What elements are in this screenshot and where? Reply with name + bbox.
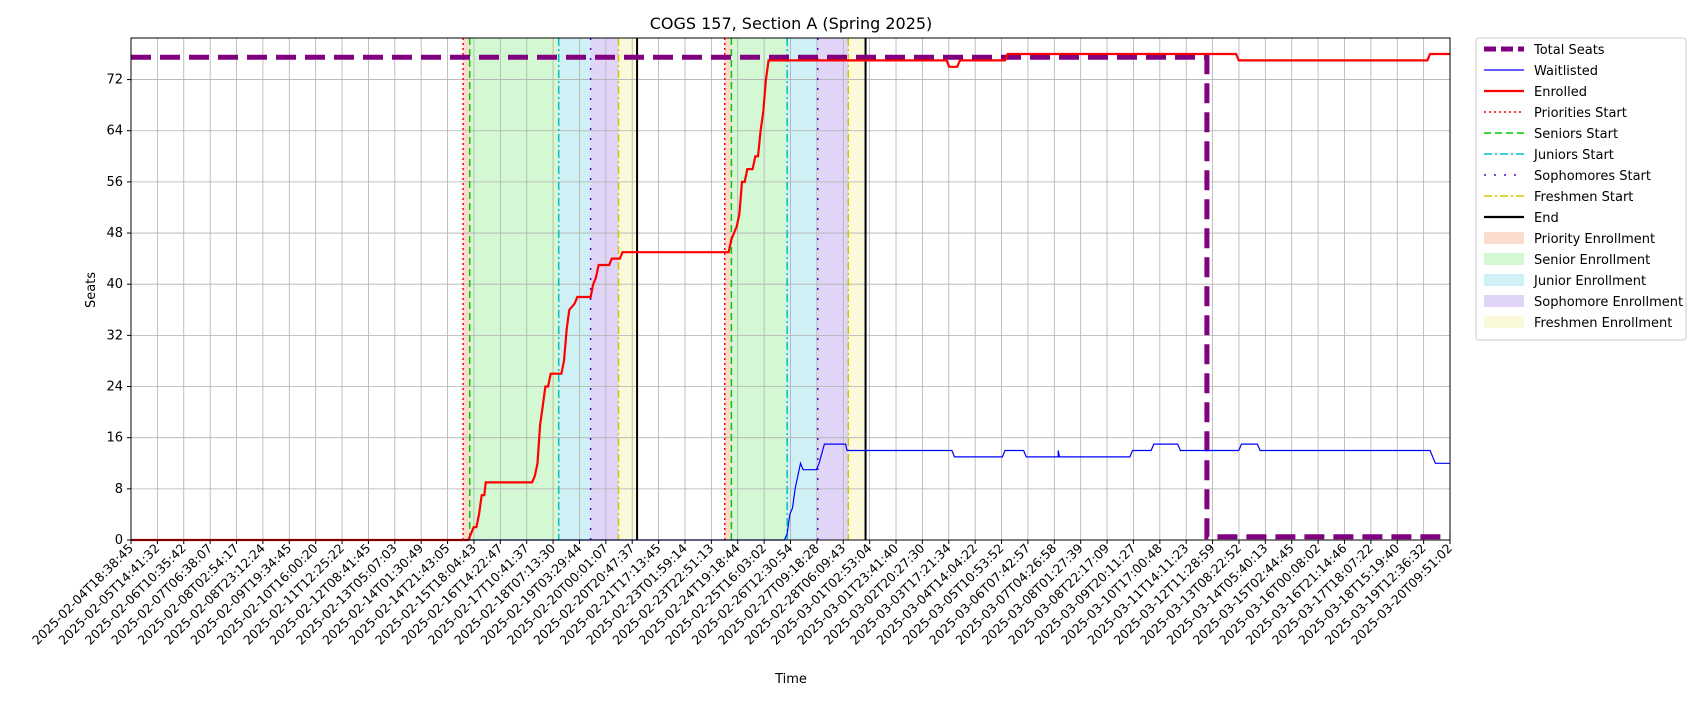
y-tick-label: 40 — [106, 277, 123, 292]
y-tick-label: 0 — [115, 533, 123, 548]
legend-label-junior-enrollment: Junior Enrollment — [1533, 274, 1646, 289]
phase-band-freshmen-enrollment — [848, 38, 866, 540]
legend-swatch-senior-enrollment — [1484, 253, 1524, 265]
legend-label-total-seats: Total Seats — [1533, 43, 1605, 58]
legend-label-freshmen-start: Freshmen Start — [1534, 190, 1633, 205]
y-tick-label: 64 — [106, 124, 123, 139]
legend-label-freshmen-enrollment: Freshmen Enrollment — [1534, 316, 1672, 331]
y-tick-label: 48 — [106, 226, 123, 241]
phase-band-sophomore-enrollment — [590, 38, 619, 540]
series-enrolled — [131, 52, 1450, 542]
phase-band-priority-enrollment — [724, 38, 732, 540]
legend-label-seniors-start: Seniors Start — [1534, 127, 1618, 142]
legend-swatch-priority-enrollment — [1484, 232, 1524, 244]
chart-title: COGS 157, Section A (Spring 2025) — [650, 14, 933, 33]
phase-band-junior-enrollment — [558, 38, 591, 540]
phase-band-freshmen-enrollment — [618, 38, 638, 540]
legend-label-sophomore-enrollment: Sophomore Enrollment — [1534, 295, 1683, 310]
series-waitlisted — [131, 443, 1450, 541]
legend-label-enrolled: Enrolled — [1534, 85, 1587, 100]
y-axis-label: Seats — [84, 272, 99, 308]
legend-label-sophomores-start: Sophomores Start — [1534, 169, 1651, 184]
legend-swatch-sophomore-enrollment — [1484, 295, 1524, 307]
legend-label-priorities-start: Priorities Start — [1534, 106, 1627, 121]
legend-label-senior-enrollment: Senior Enrollment — [1534, 253, 1650, 268]
legend-label-end: End — [1534, 211, 1559, 226]
phase-band-senior-enrollment — [469, 38, 559, 540]
phase-band-senior-enrollment — [731, 38, 788, 540]
legend-swatch-freshmen-enrollment — [1484, 316, 1524, 328]
y-tick-label: 72 — [106, 73, 123, 88]
series-total-seats — [131, 54, 1450, 540]
legend-swatch-junior-enrollment — [1484, 274, 1524, 286]
x-axis-label: Time — [774, 672, 807, 687]
legend-frame — [1475, 37, 1687, 341]
y-tick-label: 24 — [106, 380, 123, 395]
legend-label-juniors-start: Juniors Start — [1533, 148, 1614, 163]
y-tick-label: 8 — [115, 482, 123, 497]
legend-label-priority-enrollment: Priority Enrollment — [1534, 232, 1655, 247]
legend: Total Seats Waitlisted Enrolled Priorities … — [1475, 37, 1687, 341]
y-tick-label: 16 — [106, 431, 123, 446]
legend-label-waitlisted: Waitlisted — [1534, 64, 1598, 79]
phase-band-junior-enrollment — [787, 38, 818, 540]
phase-band-sophomore-enrollment — [817, 38, 849, 540]
y-tick-label: 56 — [106, 175, 123, 190]
phase-band-priority-enrollment — [463, 38, 470, 540]
y-tick-label: 32 — [106, 328, 123, 343]
